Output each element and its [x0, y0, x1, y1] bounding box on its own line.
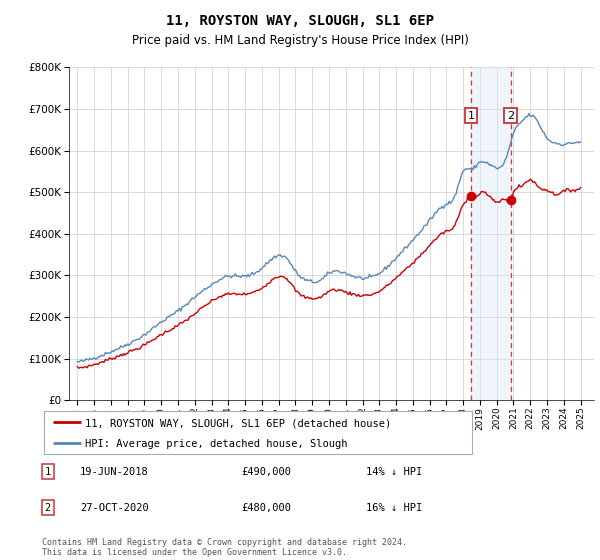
Text: Price paid vs. HM Land Registry's House Price Index (HPI): Price paid vs. HM Land Registry's House … [131, 34, 469, 46]
Text: 19-JUN-2018: 19-JUN-2018 [80, 466, 149, 477]
Text: 16% ↓ HPI: 16% ↓ HPI [366, 503, 422, 513]
Text: £490,000: £490,000 [242, 466, 292, 477]
Text: Contains HM Land Registry data © Crown copyright and database right 2024.
This d: Contains HM Land Registry data © Crown c… [42, 538, 407, 557]
Text: 14% ↓ HPI: 14% ↓ HPI [366, 466, 422, 477]
Text: 27-OCT-2020: 27-OCT-2020 [80, 503, 149, 513]
Bar [471, 67, 511, 400]
Text: HPI: Average price, detached house, Slough: HPI: Average price, detached house, Slou… [85, 439, 348, 449]
FancyBboxPatch shape [44, 411, 472, 454]
Text: 2: 2 [45, 503, 51, 513]
Text: 11, ROYSTON WAY, SLOUGH, SL1 6EP: 11, ROYSTON WAY, SLOUGH, SL1 6EP [166, 14, 434, 28]
Text: £480,000: £480,000 [242, 503, 292, 513]
Text: 11, ROYSTON WAY, SLOUGH, SL1 6EP (detached house): 11, ROYSTON WAY, SLOUGH, SL1 6EP (detach… [85, 418, 391, 428]
Text: 1: 1 [467, 110, 475, 120]
Text: 1: 1 [45, 466, 51, 477]
Text: 2: 2 [507, 110, 514, 120]
